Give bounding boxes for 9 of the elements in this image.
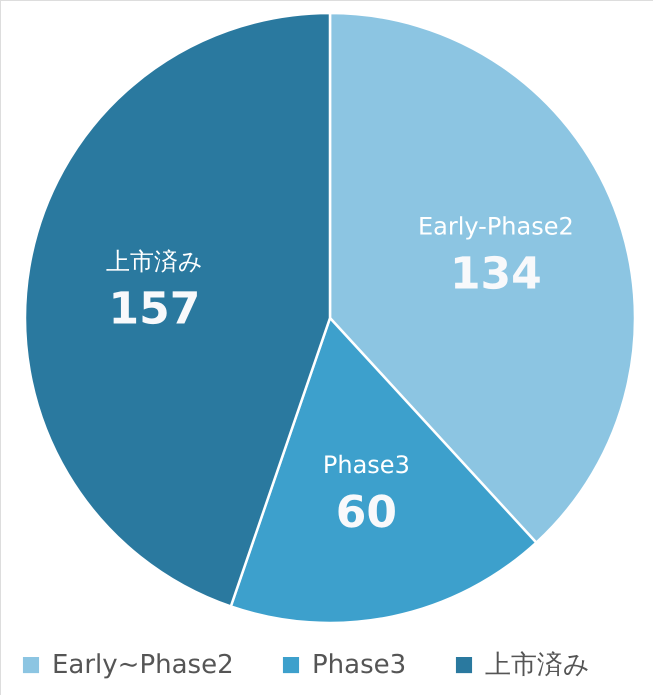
legend-label: 上市済み bbox=[485, 650, 590, 680]
text: Early-Phase2 bbox=[418, 212, 574, 240]
text: 上市済み bbox=[106, 248, 203, 276]
legend-label: Early~Phase2 bbox=[52, 650, 234, 680]
data-label: 157 bbox=[108, 284, 200, 335]
legend-label: Phase3 bbox=[312, 650, 406, 680]
data-label: 134 bbox=[450, 248, 542, 300]
text: Phase3 bbox=[322, 451, 410, 480]
data-label: 60 bbox=[336, 487, 397, 538]
